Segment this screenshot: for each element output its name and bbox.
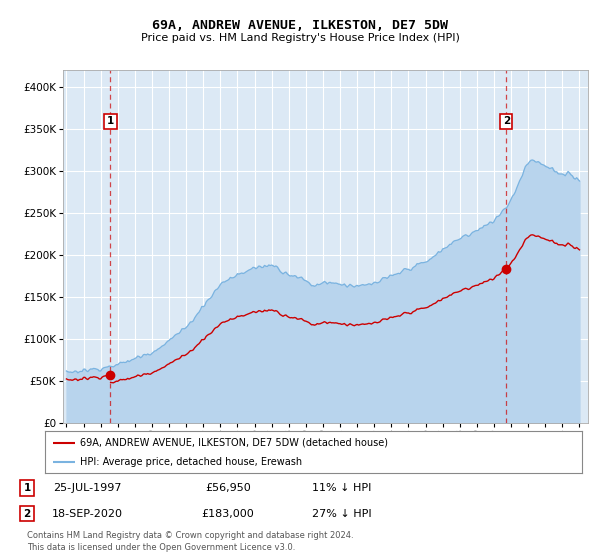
Text: 1: 1 (107, 116, 114, 126)
Text: 27% ↓ HPI: 27% ↓ HPI (312, 508, 372, 519)
Text: 69A, ANDREW AVENUE, ILKESTON, DE7 5DW: 69A, ANDREW AVENUE, ILKESTON, DE7 5DW (152, 18, 448, 32)
Text: HPI: Average price, detached house, Erewash: HPI: Average price, detached house, Erew… (80, 457, 302, 467)
Text: £56,950: £56,950 (205, 483, 251, 493)
Text: 11% ↓ HPI: 11% ↓ HPI (313, 483, 371, 493)
Text: Price paid vs. HM Land Registry's House Price Index (HPI): Price paid vs. HM Land Registry's House … (140, 32, 460, 43)
Text: 2: 2 (23, 508, 31, 519)
Text: This data is licensed under the Open Government Licence v3.0.: This data is licensed under the Open Gov… (27, 543, 295, 552)
Text: £183,000: £183,000 (202, 508, 254, 519)
Text: 18-SEP-2020: 18-SEP-2020 (52, 508, 122, 519)
Text: 69A, ANDREW AVENUE, ILKESTON, DE7 5DW (detached house): 69A, ANDREW AVENUE, ILKESTON, DE7 5DW (d… (80, 437, 388, 447)
Text: Contains HM Land Registry data © Crown copyright and database right 2024.: Contains HM Land Registry data © Crown c… (27, 531, 353, 540)
Text: 2: 2 (503, 116, 510, 126)
Text: 25-JUL-1997: 25-JUL-1997 (53, 483, 121, 493)
Text: 1: 1 (23, 483, 31, 493)
